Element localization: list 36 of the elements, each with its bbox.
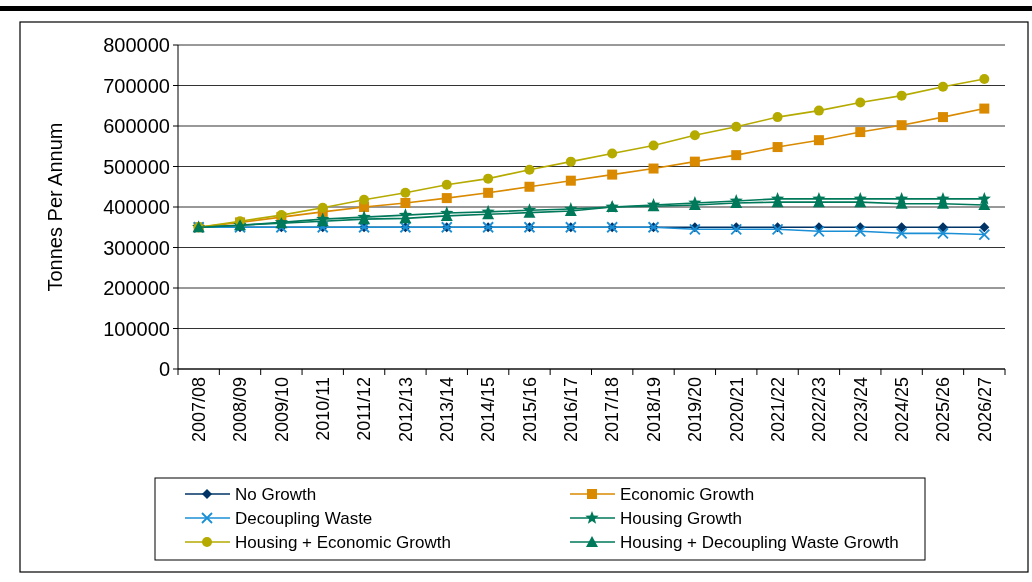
x-tick-label: 2018/19 bbox=[643, 377, 664, 443]
y-tick-label: 100000 bbox=[103, 317, 170, 340]
y-tick-label: 200000 bbox=[103, 277, 170, 299]
x-tick-label: 2025/26 bbox=[933, 377, 954, 443]
x-tick-label: 2008/09 bbox=[230, 377, 251, 443]
x-tick-label: 2019/20 bbox=[685, 377, 706, 443]
y-tick-label: 700000 bbox=[103, 74, 170, 97]
legend-label: No Growth bbox=[235, 484, 317, 504]
y-tick-label: 500000 bbox=[103, 155, 170, 178]
x-tick-label: 2015/16 bbox=[519, 377, 540, 443]
x-tick-label: 2007/08 bbox=[188, 377, 209, 443]
x-tick-label: 2020/21 bbox=[726, 377, 747, 443]
legend-label: Housing Growth bbox=[620, 508, 742, 528]
x-tick-label: 2013/14 bbox=[437, 377, 458, 443]
legend-label: Decoupling Waste bbox=[235, 508, 373, 528]
x-tick-label: 2024/25 bbox=[891, 377, 912, 443]
x-tick-label: 2016/17 bbox=[561, 377, 582, 443]
y-tick-label: 800000 bbox=[103, 34, 170, 56]
x-tick-label: 2022/23 bbox=[809, 377, 830, 443]
legend-label: Housing + Decoupling Waste Growth bbox=[620, 532, 899, 552]
y-tick-label: 400000 bbox=[103, 196, 170, 218]
x-tick-label: 2014/15 bbox=[478, 377, 499, 443]
legend-label: Housing + Economic Growth bbox=[235, 532, 451, 552]
x-tick-label: 2012/13 bbox=[395, 377, 416, 443]
legend-label: Economic Growth bbox=[620, 484, 755, 504]
x-tick-label: 2009/10 bbox=[271, 377, 292, 443]
x-tick-label: 2026/27 bbox=[974, 377, 995, 443]
x-tick-label: 2017/18 bbox=[602, 377, 623, 443]
x-tick-label: 2021/22 bbox=[767, 377, 788, 443]
y-tick-label: 600000 bbox=[103, 115, 170, 137]
y-tick-label: 0 bbox=[158, 358, 170, 380]
y-tick-label: 300000 bbox=[103, 236, 170, 259]
x-tick-label: 2010/11 bbox=[313, 377, 334, 441]
x-tick-label: 2011/12 bbox=[354, 377, 375, 441]
y-axis-title: Tonnes Per Annum bbox=[44, 122, 66, 292]
x-tick-label: 2023/24 bbox=[850, 377, 871, 443]
